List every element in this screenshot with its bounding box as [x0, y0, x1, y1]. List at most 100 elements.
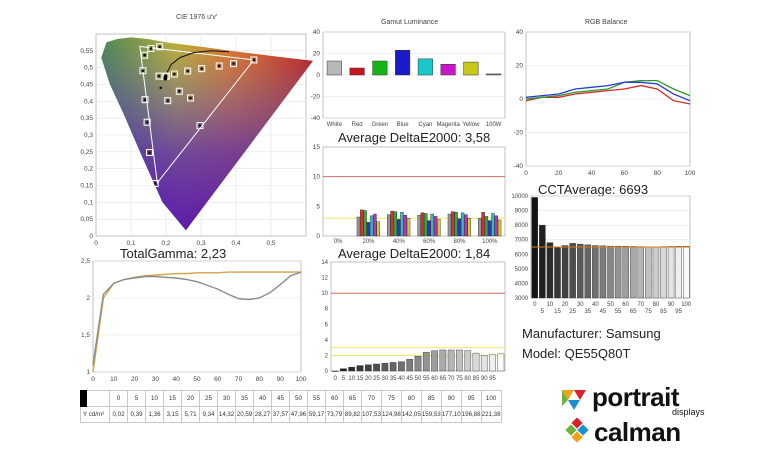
calman-logo: calman	[560, 417, 760, 448]
luminance-value-cell: 221,38	[480, 406, 502, 423]
portrait-displays-logo: portrait displays	[560, 382, 760, 417]
cie-y-tick: 0,3	[84, 132, 93, 139]
luminance-table-header-spacer	[86, 390, 110, 407]
cie-target-box	[141, 96, 149, 104]
cie-target-box	[184, 67, 192, 75]
cie-measured-point	[143, 98, 147, 101]
cie-measured-point	[141, 69, 145, 72]
luminance-value-cell: 0,39	[127, 406, 146, 423]
cie-chart-svg: 0 0,1 0,2 0,3 0,4 0,5 0 0,05 0,1 0,15 0,2 0,25 0,3 0,…	[80, 33, 313, 247]
cie-measured-point	[153, 182, 157, 185]
luminance-value-cell: 89,82	[343, 406, 362, 423]
luminance-value-cell: 9,34	[199, 406, 218, 423]
cie-chart-title: CIE 1976 u'v'	[176, 14, 218, 21]
luminance-header-cell: 40	[253, 390, 272, 407]
cie-target-box	[215, 62, 223, 70]
cie-measured-point	[178, 89, 181, 93]
luminance-header-cell: 25	[199, 390, 218, 407]
cie-planckian-locus	[163, 50, 230, 79]
cie-target-box	[141, 51, 149, 59]
cie-y-tick: 0,45	[80, 82, 93, 89]
calman-logo-text: calman	[594, 417, 681, 447]
cie-y-tick: 0,25	[80, 149, 93, 156]
luminance-value-cell: 59,17	[307, 406, 326, 423]
deltae-color-title: Average DeltaE2000: 3,58	[338, 130, 491, 145]
luminance-value-cell: 73,79	[325, 406, 344, 423]
luminance-value-cell: 0,02	[109, 406, 128, 423]
luminance-value-cell: 5,71	[181, 406, 200, 423]
cie-measured-point	[149, 47, 153, 50]
luminance-value-cell: 124,98	[380, 406, 402, 423]
cie-target-box	[139, 67, 147, 75]
luminance-header-cell: 10	[145, 390, 164, 407]
cie-y-tick: 0,4	[84, 98, 93, 105]
luminance-value-cell: 1,36	[145, 406, 164, 423]
luminance-value-cell: 177,10	[440, 406, 462, 423]
cie-measured-point	[198, 124, 202, 127]
cie-x-tick: 0,2	[161, 240, 170, 247]
cie-measured-point	[166, 99, 170, 102]
cie-y-tick: 0,1	[84, 199, 93, 206]
cie-target-box	[156, 43, 164, 51]
cie-target-box	[187, 94, 194, 102]
rgb-balance-title: RGB Balance	[585, 19, 628, 26]
cie-measured-point	[145, 120, 149, 124]
luminance-header-cell: 35	[235, 390, 254, 407]
luminance-value-cell: 3,15	[163, 406, 182, 423]
cie-measured-point	[157, 74, 161, 78]
luminance-header-cell: 90	[440, 390, 462, 407]
luminance-header-cell: 75	[380, 390, 402, 407]
portrait-logo-sub: displays	[672, 407, 705, 417]
cie-target-box	[198, 65, 206, 73]
cie-measured-point	[200, 67, 203, 70]
luminance-value-cell: 28,27	[253, 406, 272, 423]
deltae-gray-title: Average DeltaE2000: 1,84	[338, 246, 491, 261]
cie-measured-point	[159, 86, 163, 90]
calman-logo-icon	[565, 418, 589, 443]
gamut-luminance-title: Gamut Luminance	[381, 19, 439, 26]
luminance-header-cell: 0	[109, 390, 128, 407]
cie-measured-point	[252, 58, 256, 62]
cie-y-tick: 0,2	[84, 166, 93, 173]
luminance-value-cell: 37,57	[271, 406, 290, 423]
luminance-table-value-row: Y cd/m² 0,02 0,39 1,36 3,15 5,71 9,34 14…	[80, 406, 502, 423]
luminance-header-cell: 20	[181, 390, 200, 407]
cie-target-box	[230, 60, 238, 68]
cie-measured-point	[148, 151, 151, 154]
luminance-header-cell: 45	[271, 390, 290, 407]
cie-x-tick: 0	[94, 240, 98, 247]
cct-title: CCTAverage: 6693	[538, 182, 649, 197]
cie-target-box	[196, 122, 204, 130]
cie-target-box	[147, 44, 155, 52]
cie-target-box	[146, 149, 154, 157]
cie-x-tick: 0,1	[126, 240, 135, 247]
cie-measured-point	[186, 69, 189, 73]
cie-y-tick: 0	[89, 233, 93, 240]
cie-x-tick: 0,5	[266, 240, 275, 247]
cie-x-tick: 0,3	[196, 240, 205, 247]
cie-x-tick: 0,4	[231, 240, 240, 247]
cie-measured-point	[173, 72, 176, 76]
luminance-value-cell: 159,53	[420, 406, 442, 423]
cie-gamut-triangle	[139, 45, 255, 185]
cie-y-tick: 0,35	[80, 115, 93, 122]
cie-target-box	[155, 72, 163, 80]
portrait-logo-icon	[562, 390, 586, 410]
luminance-header-cell: 70	[361, 390, 382, 407]
cie-target-box	[170, 70, 178, 78]
cie-measured-point	[232, 62, 235, 65]
luminance-value-cell: 196,88	[460, 406, 482, 423]
cie-measured-point	[143, 53, 146, 57]
luminance-row-label: Y cd/m²	[80, 406, 110, 423]
cie-measured-point	[158, 45, 161, 49]
luminance-header-cell: 5	[127, 390, 146, 407]
luminance-header-cell: 55	[307, 390, 326, 407]
cie-target-box	[175, 87, 183, 95]
luminance-value-cell: 47,96	[289, 406, 308, 423]
cie-measured-point	[217, 64, 221, 68]
model-label: Model: QE55Q80T	[522, 346, 631, 361]
luminance-header-cell: 50	[289, 390, 308, 407]
luminance-header-cell: 15	[163, 390, 182, 407]
luminance-header-cell: 100	[480, 390, 502, 407]
luminance-header-cell: 80	[400, 390, 422, 407]
